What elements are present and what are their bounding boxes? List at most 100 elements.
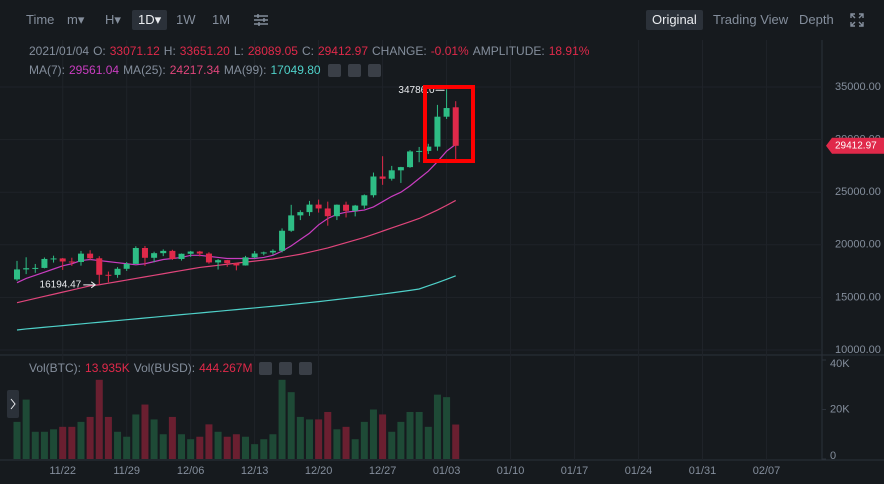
ohlc-info: 2021/01/04 O: 33071.12 H: 33651.20 L: 28089.05… — [29, 44, 593, 58]
volume-bar — [406, 411, 414, 459]
volume-bar — [324, 411, 332, 459]
view-tab[interactable]: Trading View — [713, 12, 789, 27]
toolbar-item[interactable]: 1D▾ — [132, 10, 168, 30]
candle-body — [333, 204, 340, 217]
candle-body — [187, 251, 194, 254]
volume-bar — [114, 431, 122, 459]
pane-icon[interactable] — [259, 362, 273, 376]
volume-bar — [397, 421, 405, 459]
volume-bar — [315, 419, 323, 459]
volume-bar — [388, 431, 396, 459]
low-pointer — [83, 281, 97, 289]
view-tab[interactable]: Original — [646, 10, 703, 30]
volume-bar — [342, 426, 350, 459]
toolbar-item[interactable]: 1M — [212, 12, 231, 27]
fullscreen-icon[interactable] — [850, 13, 864, 27]
candle-body — [416, 150, 423, 152]
volume-bar — [104, 416, 112, 459]
highlight-box — [423, 85, 475, 163]
candle-body — [114, 268, 121, 275]
date-tick-label: 01/24 — [625, 465, 653, 477]
price-tick-label: 15000.00 — [835, 291, 881, 303]
volume-bar — [159, 434, 167, 459]
date-tick-label: 01/10 — [497, 465, 525, 477]
candle-body — [279, 230, 286, 251]
candle-body — [388, 170, 395, 179]
pane-icon[interactable] — [279, 362, 293, 376]
info-label: L: — [233, 44, 244, 58]
settings-icon[interactable] — [253, 13, 269, 27]
volume-bar — [168, 416, 176, 459]
date-tick-label: 12/13 — [241, 465, 269, 477]
vol-tick-label: 40K — [830, 358, 850, 370]
volume-bar — [86, 416, 94, 459]
price-tick-label: 25000.00 — [835, 186, 881, 198]
volume-bar — [132, 414, 140, 459]
volume-bar — [50, 429, 58, 459]
view-tab[interactable]: Depth — [799, 12, 834, 27]
candle-body — [343, 204, 350, 211]
candle-body — [260, 252, 267, 254]
volume-bar — [360, 421, 368, 459]
volume-bar — [242, 436, 249, 459]
candle-body — [443, 108, 450, 117]
ma-value: 17049.80 — [270, 63, 321, 77]
info-value: 28089.05 — [247, 44, 298, 58]
volume-bar — [150, 419, 158, 459]
vol-info: Vol(BTC): 13.935K Vol(BUSD): 444.267M — [29, 361, 316, 376]
candle-body — [452, 107, 459, 146]
ma-label: MA(99): — [223, 63, 267, 77]
pane-icon[interactable] — [327, 64, 341, 78]
price-tick-label: 20000.00 — [835, 239, 881, 251]
volume-bar — [141, 404, 149, 459]
volume-bar — [269, 434, 277, 459]
ma-value: 24217.34 — [169, 63, 220, 77]
candle-body — [242, 257, 249, 266]
ma-label: MA(7): — [29, 63, 65, 77]
candle-body — [160, 250, 167, 254]
marks: 34786.0 16194.47 29412.97 — [13, 85, 884, 459]
info-value: -0.01% — [430, 44, 469, 58]
info-label: H: — [163, 44, 176, 58]
info-label: CHANGE: — [372, 44, 427, 58]
volume-bar — [351, 439, 359, 459]
volume-bar — [196, 436, 204, 459]
date-tick-label: 01/17 — [561, 465, 589, 477]
volume-bar — [77, 421, 85, 459]
candle-body — [87, 253, 94, 259]
volume-bar — [305, 419, 313, 459]
volume-bar — [31, 431, 39, 459]
pane-icon[interactable] — [299, 362, 313, 376]
pane-toggle[interactable] — [7, 390, 19, 418]
volume-bar — [95, 379, 103, 459]
candle-body — [370, 176, 377, 196]
candle-body — [269, 250, 276, 253]
volume-bar — [13, 421, 21, 459]
candle-body — [361, 195, 368, 206]
pane-icon[interactable] — [367, 64, 381, 78]
toolbar-item[interactable]: m▾ — [67, 12, 85, 27]
toolbar-item[interactable]: 1W — [176, 12, 196, 27]
vol-value: 13.935K — [85, 361, 130, 375]
date-tick-label: 11/29 — [113, 465, 140, 477]
candle-body — [196, 251, 203, 254]
candle-body — [407, 151, 414, 168]
volume-bar — [178, 434, 186, 459]
volume-bar — [379, 414, 387, 459]
date-tick-label: 12/06 — [177, 465, 205, 477]
candle-body — [123, 263, 130, 269]
info-value: 33651.20 — [179, 44, 230, 58]
price-tick-label: 35000.00 — [835, 81, 881, 93]
pane-icon[interactable] — [347, 64, 361, 78]
info-value: 29412.97 — [317, 44, 368, 58]
volume-bar — [287, 392, 295, 459]
low-label: 16194.47 — [40, 279, 82, 290]
candle-body — [169, 250, 176, 259]
info-value: 18.91% — [548, 44, 590, 58]
candle-body — [215, 260, 222, 263]
toolbar-item[interactable]: Time — [26, 12, 55, 27]
date-tick-label: 02/07 — [753, 465, 781, 477]
toolbar-item[interactable]: H▾ — [105, 12, 121, 27]
candle-body — [32, 267, 39, 269]
